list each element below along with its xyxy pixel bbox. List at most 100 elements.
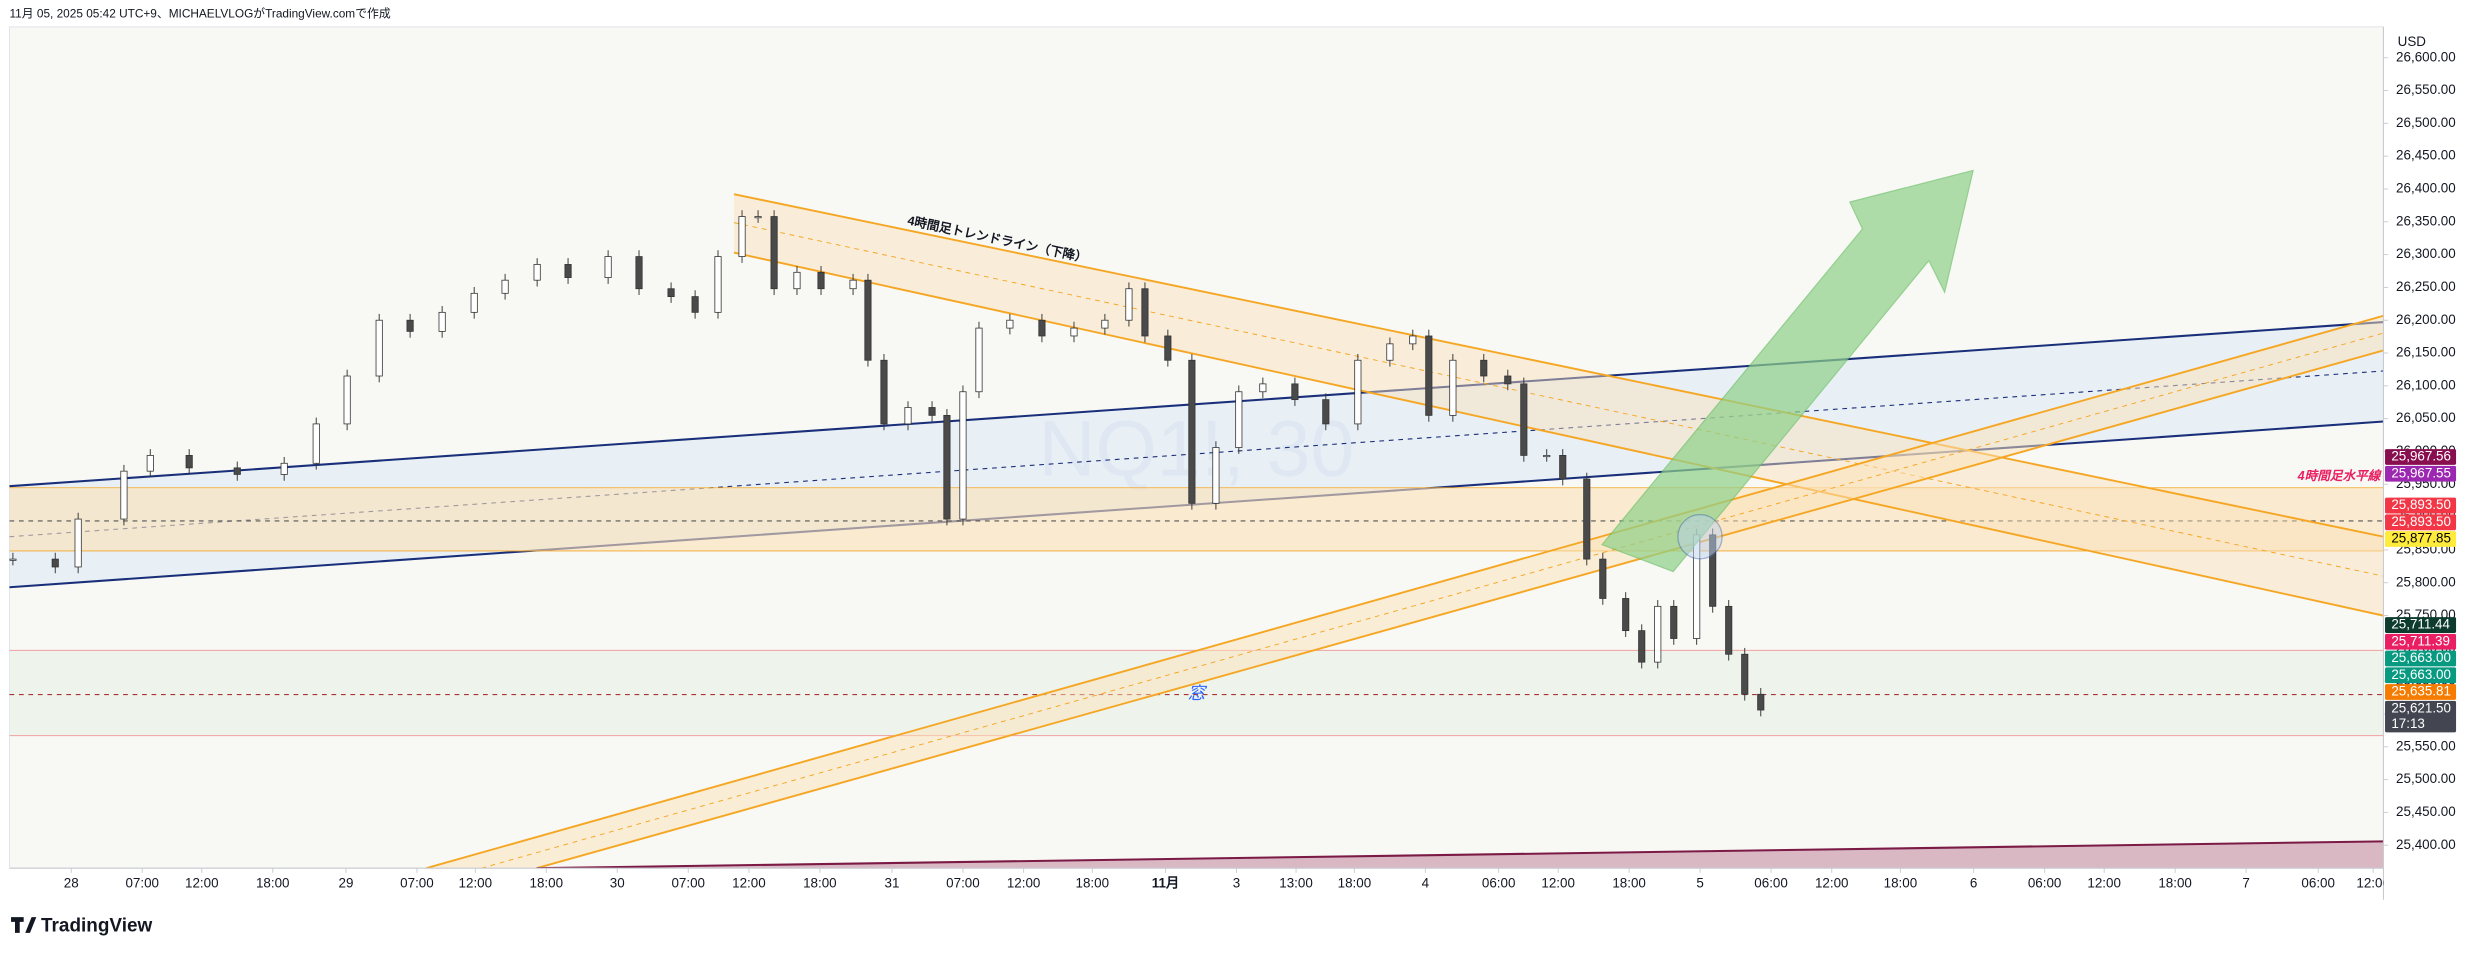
candle xyxy=(1164,335,1172,361)
candle xyxy=(9,558,17,561)
y-tick-label: 26,600.00 xyxy=(2396,49,2456,64)
price-badge-label: 25,663.00 xyxy=(2391,667,2451,682)
x-tick-label: 06:00 xyxy=(1482,876,1516,891)
candle xyxy=(1101,319,1109,329)
zone xyxy=(9,487,2384,551)
y-tick-label: 26,150.00 xyxy=(2396,345,2456,360)
price-badge-label: 25,663.00 xyxy=(2391,650,2451,665)
x-tick-label: 18:00 xyxy=(1884,876,1918,891)
price-badge-label: 25,893.50 xyxy=(2391,497,2451,512)
candle xyxy=(714,256,722,313)
price-badge xyxy=(2385,700,2457,733)
candle xyxy=(691,296,699,313)
candle xyxy=(1583,478,1591,560)
highlight-circle xyxy=(1677,513,1723,560)
x-tick-label: 18:00 xyxy=(1076,876,1110,891)
x-tick-label: 31 xyxy=(885,876,900,891)
candle xyxy=(1425,335,1433,416)
x-tick-label: 4 xyxy=(1422,876,1430,891)
x-tick-label: 12:00 xyxy=(732,876,766,891)
candle xyxy=(1543,455,1551,458)
candle xyxy=(1125,288,1133,321)
x-tick-label: 12:00 xyxy=(1007,876,1041,891)
candle xyxy=(817,271,825,290)
x-tick-label: 18:00 xyxy=(2158,876,2192,891)
y-tick-label: 25,800.00 xyxy=(2396,574,2456,589)
candle xyxy=(1654,605,1662,663)
y-tick-label: 26,450.00 xyxy=(2396,148,2456,163)
candle xyxy=(904,407,912,425)
candle xyxy=(185,455,193,469)
candle xyxy=(864,279,872,361)
x-tick-label: 06:00 xyxy=(2028,876,2062,891)
x-tick-label: 12:00 xyxy=(2356,876,2390,891)
candle xyxy=(533,264,541,281)
y-tick-label: 26,200.00 xyxy=(2396,312,2456,327)
candle xyxy=(280,462,288,475)
x-tick-label: 29 xyxy=(339,876,354,891)
candle xyxy=(146,455,154,472)
candle xyxy=(501,279,509,294)
x-tick-label: 12:00 xyxy=(1815,876,1849,891)
candle xyxy=(1559,455,1567,480)
y-tick-label: 26,400.00 xyxy=(2396,181,2456,196)
time-axis: 28 07:00 12:00 18:00 29 07:00 12:00 18:00 30 07:0… xyxy=(64,868,2390,891)
y-tick-label: 26,250.00 xyxy=(2396,279,2456,294)
candle xyxy=(1670,605,1678,639)
candle xyxy=(1038,319,1046,337)
trendline xyxy=(536,840,2384,869)
candle xyxy=(1006,319,1014,329)
price-badge-label: 25,893.50 xyxy=(2391,514,2451,529)
price-badge xyxy=(2385,449,2457,465)
x-tick-label: 13:00 xyxy=(1279,876,1313,891)
trendline xyxy=(536,349,2384,869)
candle xyxy=(1599,558,1607,599)
x-tick-label: 3 xyxy=(1233,876,1240,891)
x-tick-label: 12:00 xyxy=(459,876,493,891)
y-tick-label: 26,350.00 xyxy=(2396,213,2456,228)
candle xyxy=(470,292,478,313)
price-badge xyxy=(2385,667,2457,684)
price-badge-label: 25,711.44 xyxy=(2391,617,2450,632)
x-tick-label: 7 xyxy=(2242,876,2249,891)
x-tick-label: 12:00 xyxy=(2087,876,2121,891)
y-tick-label: 25,450.00 xyxy=(2396,804,2456,819)
price-badge-label: 25,967.55 xyxy=(2391,465,2451,480)
candle xyxy=(1235,391,1243,448)
candle xyxy=(1504,375,1512,385)
x-tick-label: 30 xyxy=(610,876,625,891)
x-tick-label: 18:00 xyxy=(530,876,564,891)
candle xyxy=(635,256,643,290)
candle xyxy=(928,407,936,416)
price-badge xyxy=(2385,531,2457,547)
price-badge xyxy=(2385,497,2457,514)
price-badge xyxy=(2385,514,2457,531)
candle xyxy=(1725,605,1733,655)
candle xyxy=(1212,447,1220,504)
x-tick-label: 07:00 xyxy=(400,876,434,891)
candle xyxy=(564,264,572,278)
x-tick-label: 5 xyxy=(1696,876,1703,891)
arrow xyxy=(1601,169,1974,573)
candle xyxy=(1322,399,1330,425)
y-tick-label: 25,400.00 xyxy=(2396,837,2456,852)
candle xyxy=(51,558,59,568)
candle xyxy=(1638,630,1646,663)
candle xyxy=(1354,359,1362,425)
candle xyxy=(1449,359,1457,416)
candle xyxy=(406,319,414,332)
x-tick-label: 18:00 xyxy=(1338,876,1372,891)
x-tick-label: 06:00 xyxy=(1754,876,1788,891)
candle xyxy=(1386,343,1394,361)
price-badge xyxy=(2385,684,2457,700)
y-tick-label: 26,100.00 xyxy=(2396,377,2456,392)
candle xyxy=(880,359,888,425)
trendline xyxy=(733,251,2384,617)
plot: NQ1!, 30 4時間足トレンドライン（下降） 4時間足水平線 窓 xyxy=(9,169,2384,869)
trendline-mid xyxy=(481,332,2384,869)
price-badge xyxy=(2385,650,2457,667)
x-tick-label: 11月 xyxy=(1152,876,1180,891)
footer-brand: TradingView xyxy=(41,916,152,937)
candle xyxy=(975,327,983,393)
